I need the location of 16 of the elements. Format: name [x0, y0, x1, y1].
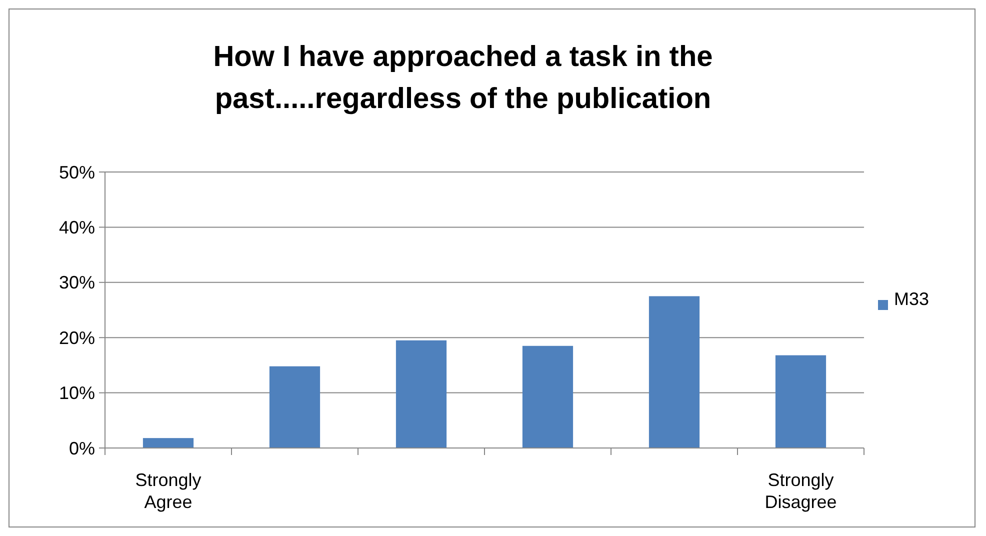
chart-title: How I have approached a task in the past.....regardless of the publication	[213, 41, 713, 115]
y-tick-label: 0%	[68, 438, 95, 458]
bar	[269, 366, 320, 448]
y-tick-label: 40%	[58, 218, 95, 238]
y-tick-label: 20%	[58, 328, 95, 348]
y-tick-label: 50%	[58, 162, 95, 182]
bar	[648, 296, 700, 448]
bar	[522, 346, 574, 448]
x-tick-label: Strongly Disagree	[764, 470, 837, 512]
y-tick-label: 30%	[58, 272, 95, 293]
y-tick-label: 10%	[58, 383, 95, 404]
bar	[775, 355, 826, 448]
bar	[396, 340, 447, 448]
legend-label: M33	[894, 289, 930, 309]
bar	[142, 438, 194, 448]
x-tick-label: Strongly Agree	[135, 470, 202, 512]
